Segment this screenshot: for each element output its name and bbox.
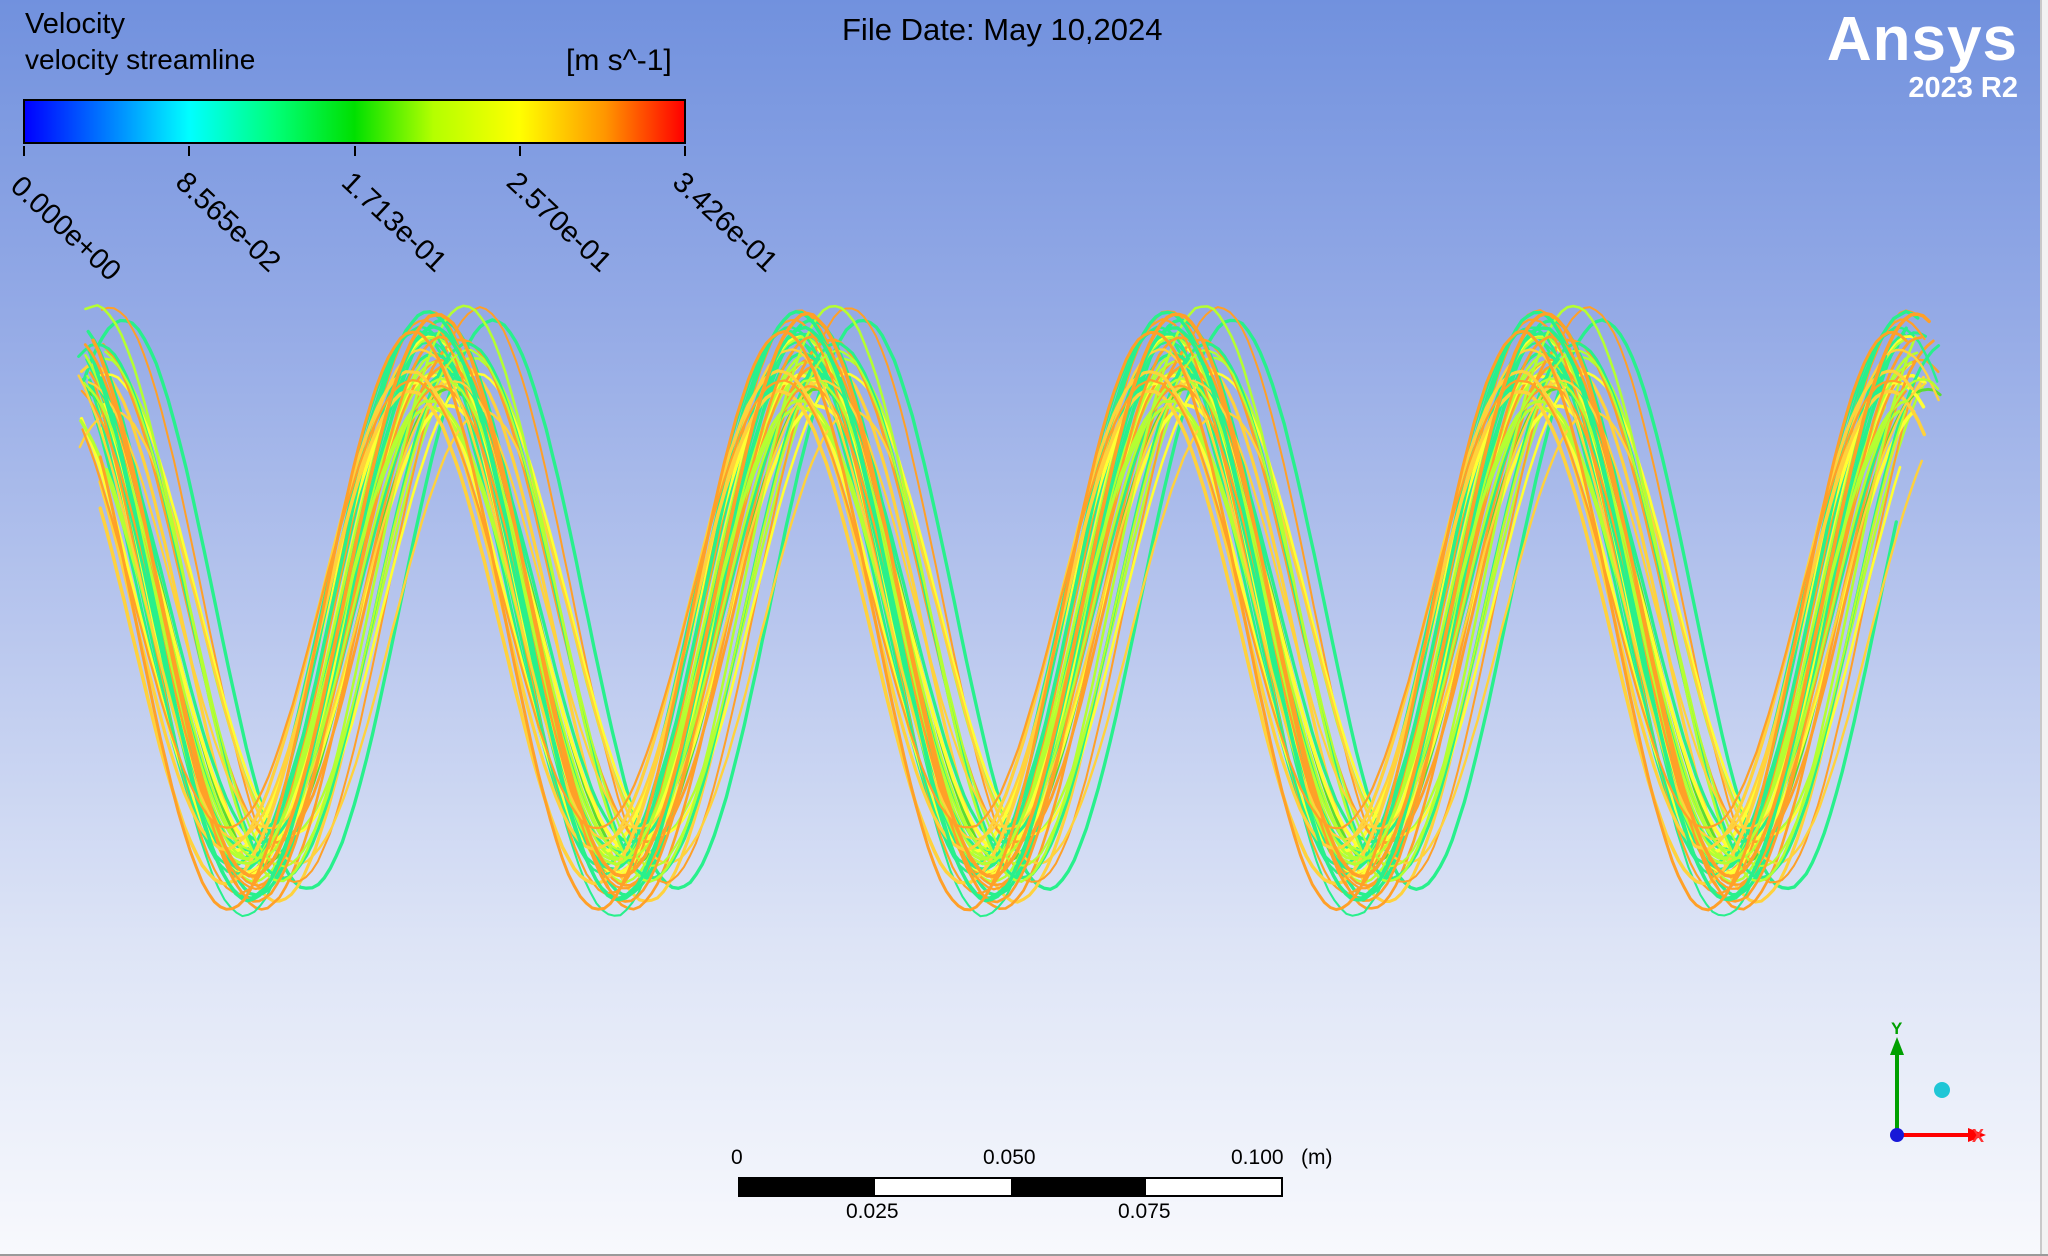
legend-tick xyxy=(23,146,25,156)
color-bar xyxy=(23,99,686,144)
streamline xyxy=(91,311,1931,879)
y-axis-label: Y xyxy=(1891,1019,1903,1038)
streamline xyxy=(82,377,1940,860)
streamline xyxy=(78,409,1923,866)
z-axis-dot xyxy=(1890,1128,1904,1142)
legend-tick xyxy=(188,146,190,156)
streamline-plot xyxy=(77,303,1942,918)
window-right-edge xyxy=(2040,0,2048,1256)
scale-label-top: 0.050 xyxy=(983,1146,1036,1169)
scale-label-bottom: 0.025 xyxy=(846,1200,899,1223)
legend-tick xyxy=(684,146,686,156)
scale-bar xyxy=(738,1177,1283,1197)
legend-subtitle: velocity streamline xyxy=(25,44,256,75)
legend-unit: [m s^-1] xyxy=(566,44,672,77)
file-date: File Date: May 10,2024 xyxy=(842,12,1163,47)
logo-version: 2023 R2 xyxy=(1908,72,2018,104)
streamline xyxy=(98,329,1908,912)
scale-label-top: 0.100 xyxy=(1231,1146,1284,1169)
window-bottom-edge xyxy=(0,1254,2048,1256)
scale-label-bottom: 0.075 xyxy=(1118,1200,1171,1223)
y-arrow-head xyxy=(1890,1037,1904,1055)
ansys-logo: Ansys 2023 R2 xyxy=(1826,5,2018,105)
legend-title: Velocity xyxy=(25,8,125,40)
streamline xyxy=(87,379,1926,830)
scale-label-top: 0 xyxy=(731,1146,743,1169)
legend-tick xyxy=(354,146,356,156)
axis-triad[interactable]: Y X xyxy=(1862,1015,1992,1145)
scale-unit: (m) xyxy=(1301,1146,1333,1169)
triad-sphere xyxy=(1934,1082,1950,1098)
x-arrow-head xyxy=(1968,1128,1986,1142)
logo-name: Ansys xyxy=(1826,5,2018,74)
x-axis-label: X xyxy=(1972,1126,1984,1145)
legend-tick xyxy=(519,146,521,156)
